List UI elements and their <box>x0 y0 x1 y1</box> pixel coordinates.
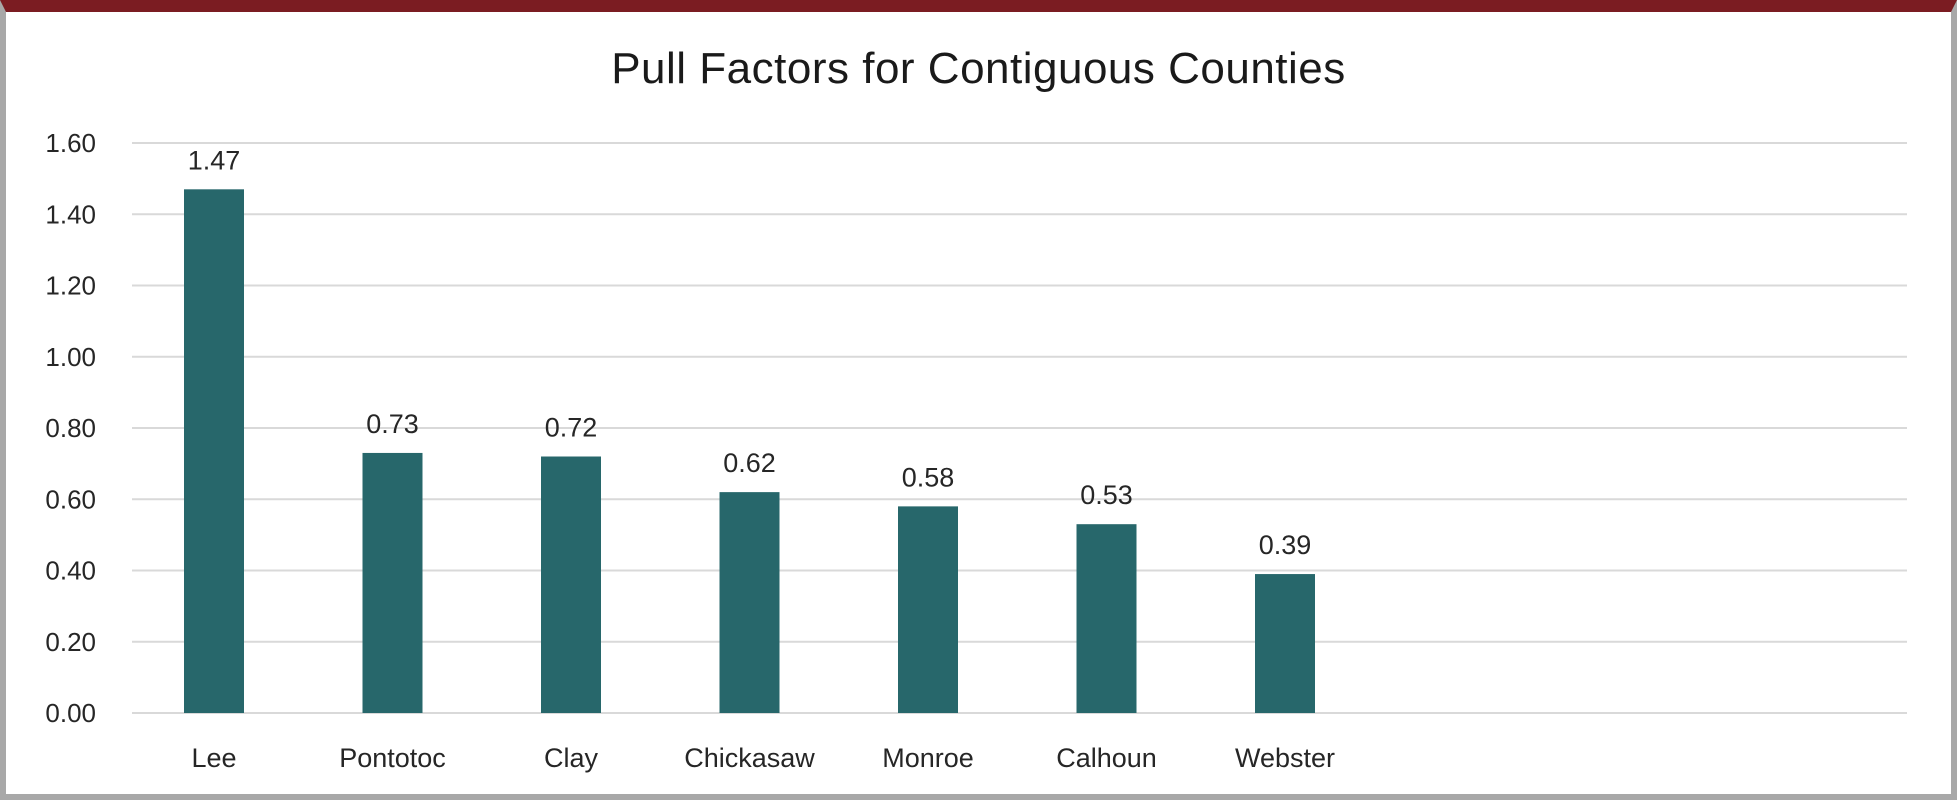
chart-title: Pull Factors for Contiguous Counties <box>611 44 1346 93</box>
bar <box>1076 524 1137 713</box>
category-label: Pontotoc <box>339 743 446 773</box>
bar <box>541 456 601 713</box>
y-tick-label: 0.80 <box>45 413 96 443</box>
bar <box>898 506 958 713</box>
data-label: 0.73 <box>366 409 419 439</box>
data-label: 1.47 <box>188 145 241 175</box>
data-label: 0.62 <box>723 448 776 478</box>
data-label: 0.72 <box>545 413 598 443</box>
category-label: Calhoun <box>1056 743 1157 773</box>
category-label: Lee <box>191 743 236 773</box>
data-label: 0.39 <box>1259 530 1312 560</box>
category-label: Monroe <box>882 743 974 773</box>
bar <box>719 492 780 713</box>
y-tick-label: 1.00 <box>45 342 96 372</box>
category-label: Chickasaw <box>684 743 815 773</box>
y-tick-label: 0.00 <box>45 698 96 728</box>
y-tick-label: 1.60 <box>45 128 96 158</box>
y-tick-label: 1.40 <box>45 199 96 229</box>
data-label: 0.53 <box>1080 480 1133 510</box>
y-axis-tick-labels: 0.00 0.20 0.40 0.60 0.80 1.00 1.20 1.40 1.60 <box>45 128 96 728</box>
bars <box>184 189 1315 713</box>
y-tick-label: 0.40 <box>45 556 96 586</box>
y-tick-label: 0.20 <box>45 627 96 657</box>
y-tick-label: 0.60 <box>45 484 96 514</box>
bar <box>362 452 423 713</box>
category-label: Webster <box>1235 743 1335 773</box>
bar <box>184 189 244 713</box>
gridlines <box>132 142 1907 714</box>
y-tick-label: 1.20 <box>45 271 96 301</box>
data-label: 0.58 <box>902 462 955 492</box>
category-label: Clay <box>544 743 599 773</box>
bar <box>1255 574 1315 713</box>
x-axis-category-labels: Lee Pontotoc Clay Chickasaw Monroe Calhoun Web… <box>191 743 1335 773</box>
data-labels: 1.47 0.73 0.72 0.62 0.58 0.53 0.39 <box>188 145 1312 560</box>
